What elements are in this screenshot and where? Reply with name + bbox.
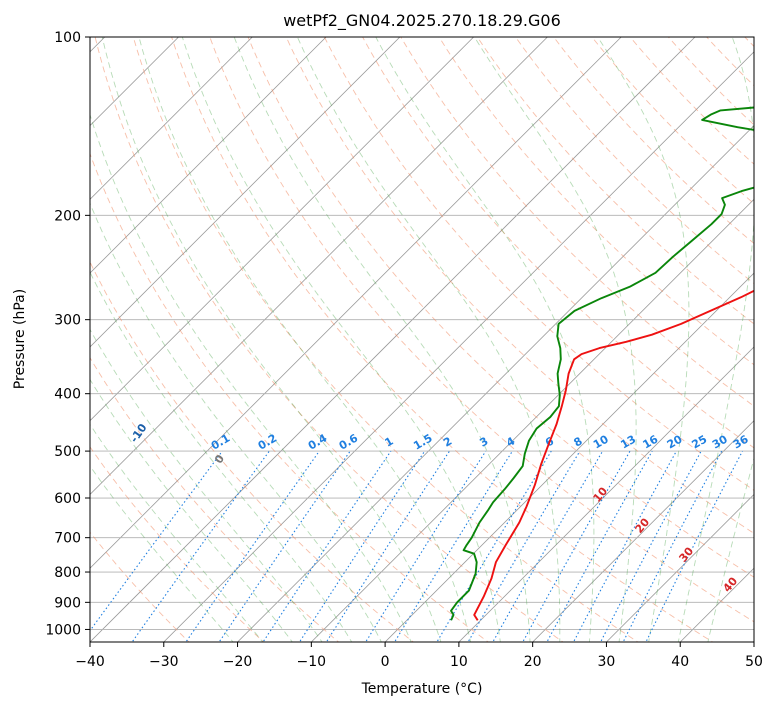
mixing-ratio-line xyxy=(298,450,426,642)
isotherm-line xyxy=(90,37,622,569)
y-tick-label: 400 xyxy=(54,387,81,403)
moist-adiabat-line xyxy=(375,37,595,642)
y-tick-label: 600 xyxy=(54,491,81,507)
y-axis-ticks: 100 200 300 400 500 600 700 800 900 1000 xyxy=(45,30,90,638)
pressure-gridlines xyxy=(90,37,754,630)
moist-adiabat-line xyxy=(90,113,412,642)
moist-adiabats xyxy=(90,37,754,642)
isotherm-line xyxy=(532,420,754,642)
moist-adiabat-line xyxy=(101,37,442,642)
mixing-ratio-lines xyxy=(90,450,743,642)
mixing-ratio-line xyxy=(90,450,223,632)
dry-adiabat-line xyxy=(90,446,265,642)
moist-adiabat-line xyxy=(90,328,323,642)
x-tick-label: 10 xyxy=(450,654,468,670)
isotherm-line xyxy=(90,37,401,348)
dry-adiabat-line xyxy=(90,152,489,642)
dry-adiabat-line xyxy=(90,356,340,642)
x-tick-label: −20 xyxy=(223,654,253,670)
moist-adiabat-line xyxy=(296,37,561,642)
moist-adiabat-line xyxy=(90,378,293,642)
y-axis-label: Pressure (hPa) xyxy=(12,289,28,389)
isotherm-line xyxy=(90,37,474,422)
mixing-ratio-line xyxy=(365,450,487,642)
moist-adiabat-line xyxy=(597,37,690,642)
moist-adiabat-line xyxy=(90,271,353,642)
mixing-ratio-line xyxy=(393,450,513,642)
isotherm-line xyxy=(90,37,696,642)
x-tick-label: 0 xyxy=(381,654,390,670)
moist-adiabat-line xyxy=(707,456,754,642)
isotherm-line xyxy=(384,272,754,642)
dry-adiabats xyxy=(90,37,754,642)
mixing-ratio-line xyxy=(599,450,702,642)
plot-frame xyxy=(89,36,755,643)
dry-adiabat-line xyxy=(90,261,415,642)
dry-adiabat-line xyxy=(476,37,754,325)
moist-adiabat-line xyxy=(677,37,754,642)
moist-adiabat-line xyxy=(181,37,501,642)
dry-adiabat-line xyxy=(209,37,754,623)
moist-adiabat-line xyxy=(474,37,637,642)
mixing-ratio-line xyxy=(622,450,723,642)
dry-adiabat-line xyxy=(514,37,754,285)
y-tick-label: 200 xyxy=(54,208,81,224)
x-tick-label: −40 xyxy=(75,654,105,670)
y-tick-label: 700 xyxy=(54,531,81,547)
mixing-ratio-line xyxy=(218,450,351,642)
plot-area: 0.10.20.40.611.52346810131620253036-100-… xyxy=(90,37,754,642)
mixing-ratio-line xyxy=(572,450,677,642)
mixing-ratio-line xyxy=(467,450,581,642)
moist-adiabat-line xyxy=(90,423,264,642)
x-tick-label: 20 xyxy=(524,654,542,670)
moist-adiabat-line xyxy=(233,37,531,642)
isotherm-line xyxy=(163,51,754,642)
mixing-ratio-line xyxy=(325,450,450,642)
isotherm-line xyxy=(90,37,548,496)
dry-adiabat-line xyxy=(94,37,564,642)
dry-adiabat-line xyxy=(132,37,639,642)
y-tick-label: 1000 xyxy=(45,622,81,638)
isotherm-line xyxy=(237,124,754,642)
x-axis-label: Temperature (°C) xyxy=(361,681,483,697)
isotherm-lines xyxy=(90,37,754,642)
x-axis-ticks: −40 −30 −20 −10 0 10 20 30 40 50 xyxy=(75,642,763,670)
y-tick-label: 300 xyxy=(54,313,81,329)
y-tick-label: 800 xyxy=(54,565,81,581)
moist-adiabat-line xyxy=(90,465,234,642)
isotherm-line xyxy=(311,198,754,642)
temperature-line xyxy=(473,289,754,621)
moist-adiabat-line xyxy=(90,202,382,642)
isotherm-line xyxy=(90,37,253,200)
y-tick-label: 500 xyxy=(54,444,81,460)
mixing-ratio-line xyxy=(185,450,320,642)
profile-series xyxy=(450,106,754,621)
mixing-ratio-line xyxy=(262,450,392,642)
y-tick-label: 900 xyxy=(54,595,81,611)
dewpoint-line xyxy=(450,106,754,621)
x-tick-label: −10 xyxy=(297,654,327,670)
mixing-ratio-line xyxy=(131,450,270,642)
isotherm-line xyxy=(90,37,327,274)
y-tick-label: 100 xyxy=(54,30,81,46)
x-tick-label: 30 xyxy=(598,654,616,670)
chart-title: wetPf2_GN04.2025.270.18.29.G06 xyxy=(283,11,561,31)
isotherm-line xyxy=(606,493,754,642)
x-tick-label: 50 xyxy=(745,654,763,670)
isotherm-line xyxy=(458,346,754,642)
x-tick-label: −30 xyxy=(149,654,179,670)
x-tick-label: 40 xyxy=(671,654,689,670)
